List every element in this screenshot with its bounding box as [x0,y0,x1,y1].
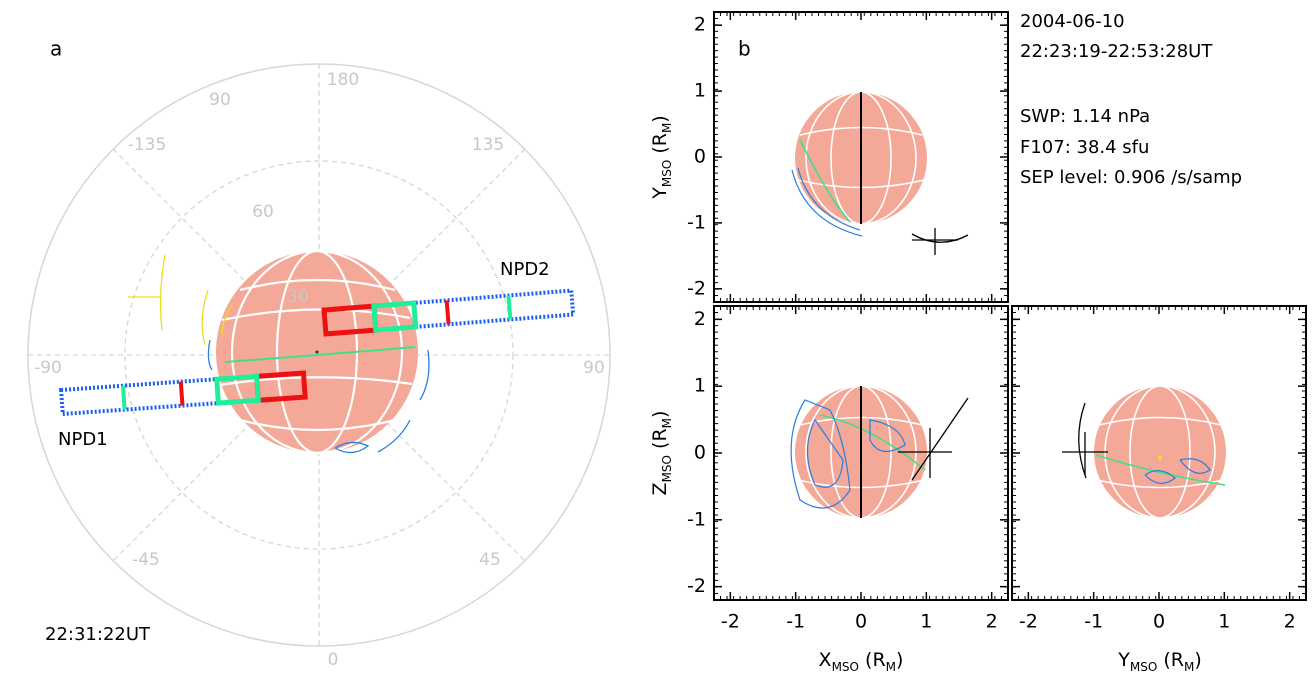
axis-label-part: MSO [660,455,674,482]
axis-label-part: Z [649,482,671,495]
traces-a [128,254,430,454]
azimuth-label: -90 [34,358,62,378]
axis-label: XMSO (RM) [819,649,904,674]
x-tick-label: 0 [1153,611,1165,633]
time-label: 22:31:22UT [45,624,151,645]
axis-label-part: MSO [1130,660,1157,674]
azimuth-label: -45 [132,550,160,570]
x-tick-label: -1 [1084,611,1103,633]
y-tick-label: 1 [694,375,706,397]
panel-label: b [738,37,751,61]
npd1-strip [58,370,308,417]
axis-label-part: (R [649,133,671,160]
y-tick-label: -2 [687,277,706,299]
axis-label-part: (R [649,428,671,455]
x-tick-label: 2 [986,611,998,633]
axis-label-part: M [660,418,674,428]
info-line: F107: 38.4 sfu [1020,137,1149,158]
info-line: 2004-06-10 [1020,11,1125,32]
axis-label: YMSO (RM) [649,115,674,199]
x-tick-label: -2 [721,611,740,633]
info-line: 22:23:19-22:53:28UT [1020,41,1213,62]
axis-label-part: ) [1194,649,1201,671]
axis-label-part: M [660,123,674,133]
axis-label-part: X [819,649,832,671]
x-tick-label: 1 [920,611,932,633]
zenith-label: 60 [252,202,274,222]
npd2-strip [321,288,576,337]
y-tick-label: 0 [694,146,706,168]
y-tick-label: 1 [694,80,706,102]
axis-label-part: (R [859,649,886,671]
y-tick-label: 2 [694,308,706,330]
azimuth-label: 180 [327,70,359,90]
y-tick-label: -1 [687,211,706,233]
panel-b-frames [713,11,1307,601]
x-tick-label: -1 [786,611,805,633]
y-tick-label: 2 [694,14,706,36]
axis-label-part: Y [649,187,671,200]
azimuth-label: -135 [128,135,167,155]
axis-label-part: (R [1157,649,1184,671]
x-tick-label: 2 [1284,611,1296,633]
axis-label-part: M [886,660,896,674]
y-tick-label: 0 [694,442,706,464]
y-tick-label: -2 [687,575,706,597]
info-line: SEP level: 0.906 /s/samp [1020,167,1242,188]
detector-label: NPD2 [500,259,550,280]
panel-label: a [50,37,62,61]
azimuth-label: 45 [479,550,501,570]
azimuth-label: 0 [328,650,339,670]
axis-label: YMSO (RM) [1117,649,1201,674]
axis-label-part: ) [649,411,671,418]
x-tick-label: 0 [855,611,867,633]
planet-a [216,249,418,455]
azimuth-label: 90 [583,358,605,378]
axis-label-part: ) [896,649,903,671]
spheres-b [790,91,1226,519]
axis-label-part: MSO [832,660,859,674]
detector-label: NPD1 [58,429,108,450]
axis-label-part: MSO [660,160,674,187]
axis-label-part: M [1184,660,1194,674]
x-tick-label: -2 [1019,611,1038,633]
axis-label-part: Y [1117,649,1130,671]
azimuth-label: 135 [472,135,504,155]
zenith-label: 90 [209,90,231,110]
axis-label: ZMSO (RM) [649,411,674,496]
zenith-label: 30 [287,287,309,307]
axis-label-part: ) [649,115,671,122]
y-tick-label: -1 [687,508,706,530]
info-line: SWP: 1.14 nPa [1020,106,1150,127]
x-tick-label: 1 [1218,611,1230,633]
